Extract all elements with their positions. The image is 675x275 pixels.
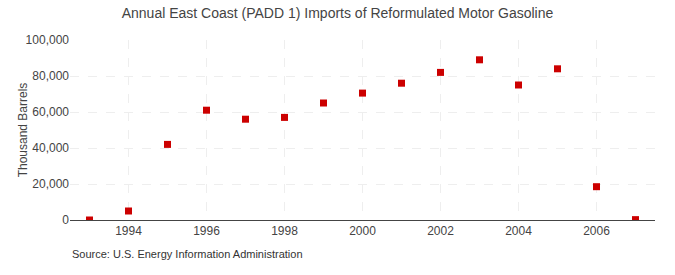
svg-text:Annual East Coast (PADD 1) Imp: Annual East Coast (PADD 1) Imports of Re… xyxy=(122,5,554,21)
svg-text:40,000: 40,000 xyxy=(32,141,69,155)
svg-text:Thousand Barrels: Thousand Barrels xyxy=(16,83,30,178)
svg-text:0: 0 xyxy=(62,213,69,227)
svg-text:2004: 2004 xyxy=(505,224,532,238)
svg-text:Source: U.S. Energy Informatio: Source: U.S. Energy Information Administ… xyxy=(72,248,303,260)
svg-text:1998: 1998 xyxy=(271,224,298,238)
svg-text:20,000: 20,000 xyxy=(32,177,69,191)
svg-text:2006: 2006 xyxy=(583,224,610,238)
svg-text:100,000: 100,000 xyxy=(26,33,70,47)
svg-text:80,000: 80,000 xyxy=(32,69,69,83)
svg-text:2002: 2002 xyxy=(427,224,454,238)
svg-text:60,000: 60,000 xyxy=(32,105,69,119)
svg-text:2000: 2000 xyxy=(349,224,376,238)
svg-text:1994: 1994 xyxy=(115,224,142,238)
svg-text:1996: 1996 xyxy=(193,224,220,238)
